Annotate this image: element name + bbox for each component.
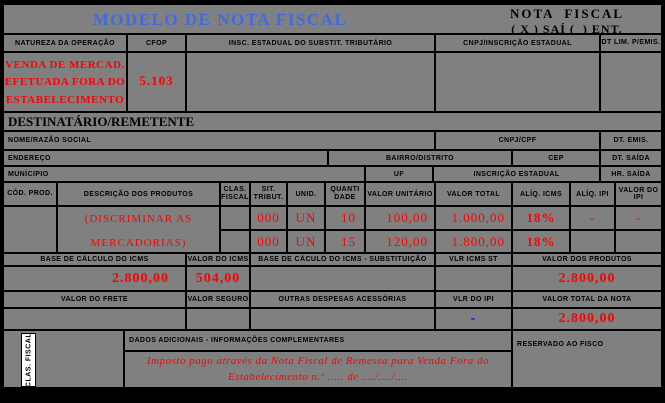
row2-valor-total: 1.800,00 xyxy=(435,230,512,253)
outras-despesas-value xyxy=(250,308,435,330)
cnpj-cpf-field: CNPJ/CPF xyxy=(435,131,600,150)
page-title: MODELO DE NOTA FISCAL xyxy=(92,10,348,29)
inscricao-estadual-field: INSCRIÇÃO ESTADUAL xyxy=(433,166,600,182)
row2-sit-tribut: 000 xyxy=(250,230,287,253)
reservado-fisco-label: RESERVADO AO FISCO xyxy=(517,341,604,348)
vlr-icms-st-value xyxy=(435,266,512,291)
natureza-line-1: VENDA DE MERCAD. xyxy=(5,58,125,71)
dt-emis-field: DT. EMIS. xyxy=(600,131,662,150)
destinatario-section-title: DESTINATÁRIO/REMETENTE xyxy=(3,112,662,131)
row2-valor-ipi xyxy=(615,230,662,253)
valor-total-nota-value: 2.800,00 xyxy=(512,308,662,330)
dt-saida-field: DT. SAÍDA xyxy=(600,150,662,166)
row1-clas-fiscal xyxy=(220,206,250,230)
col-header-cod-prod: CÓD. PROD. xyxy=(3,182,57,206)
observacao-line-2: Estabelecimento n.º ..... de ..../..../.… xyxy=(227,371,409,383)
row1-valor-unitario: 100,00 xyxy=(365,206,435,230)
row1-unid: UN xyxy=(287,206,325,230)
col-header-sit-tribut: SIT. TRIBUT. xyxy=(250,182,287,206)
valor-total-nota-header: VALOR TOTAL DA NOTA xyxy=(512,291,662,308)
col-header-valor-total: VALOR TOTAL xyxy=(435,182,512,206)
row1-aliq-icms: 18% xyxy=(512,206,570,230)
valor-frete-header: VALOR DO FRETE xyxy=(3,291,186,308)
natureza-operacao-value: VENDA DE MERCAD. EFETUADA FORA DO ESTABE… xyxy=(3,52,127,112)
valor-frete-value xyxy=(3,308,186,330)
col-header-quantidade: QUANTIDADE xyxy=(325,182,365,206)
valor-produtos-header: VALOR DOS PRODUTOS xyxy=(512,253,662,266)
valor-seguro-header: VALOR SEGURO xyxy=(186,291,250,308)
nome-razao-social-field: NOME/RAZÃO SOCIAL xyxy=(3,131,435,150)
vlr-ipi-header: VLR DO IPI xyxy=(435,291,512,308)
clas-fiscal-vertical-label: CLAS. FISCAL xyxy=(25,332,32,388)
reservado-fisco-box: RESERVADO AO FISCO xyxy=(512,330,662,388)
col-header-unid: UNID. xyxy=(287,182,325,206)
observacao-line-1: Imposto pago através da Nota Fiscal de R… xyxy=(147,355,489,367)
title-band: MODELO DE NOTA FISCAL NOTA FISCAL ( X ) … xyxy=(3,4,662,37)
natureza-line-3: ESTABELECIMENTO xyxy=(5,93,125,106)
natureza-operacao-header: NATUREZA DA OPERAÇÃO xyxy=(3,34,127,52)
col-header-aliq-icms: ALÍQ. ICMS xyxy=(512,182,570,206)
dt-lim-emis-header: DT LIM. P/EMIS. xyxy=(600,34,662,52)
row2-quantidade: 15 xyxy=(325,230,365,253)
clas-fiscal-box: CLAS. FISCAL xyxy=(3,330,124,388)
row1-valor-total: 1.000,00 xyxy=(435,206,512,230)
row1-quantidade: 10 xyxy=(325,206,365,230)
endereco-field: ENDEREÇO xyxy=(3,150,328,166)
row1-aliq-ipi: - xyxy=(570,206,615,230)
clas-fiscal-strip: CLAS. FISCAL xyxy=(21,333,36,387)
vlr-ipi-value: - xyxy=(435,308,512,330)
dados-adicionais-header: DADOS ADICIONAIS - INFORMAÇÕES COMPLEMEN… xyxy=(125,331,511,352)
col-header-valor-ipi: VALOR DO IPI xyxy=(615,182,662,206)
vlr-icms-st-header: VLR ICMS ST xyxy=(435,253,512,266)
sai-ent-checkbox-line: ( X ) SAÍ ( ) ENT. xyxy=(511,22,623,36)
cod-prod-cell xyxy=(3,206,57,253)
col-header-clas-fiscal: CLAS. FISCAL xyxy=(220,182,250,206)
valor-icms-header: VALOR DO ICMS xyxy=(186,253,250,266)
municipio-field: MUNÍCIPIO xyxy=(3,166,365,182)
descricao-line-1: (DISCRIMINAR AS xyxy=(84,213,193,225)
col-header-descricao: DESCRIÇÃO DOS PRODUTOS xyxy=(57,182,220,206)
base-icms-header: BASE DE CÁLCULO DO ICMS xyxy=(3,253,186,266)
outras-despesas-header: OUTRAS DESPESAS ACESSÓRIAS xyxy=(250,291,435,308)
descricao-produtos-cell: (DISCRIMINAR AS MERCADORIAS) xyxy=(57,206,220,253)
cnpj-inscricao-field xyxy=(435,52,600,112)
nota-fiscal-label: NOTA FISCAL xyxy=(509,6,625,21)
insc-substituto-header: INSC. ESTADUAL DO SUBSTIT. TRIBUTÁRIO xyxy=(186,34,435,52)
base-icms-value: 2.800,00 xyxy=(3,266,186,291)
insc-substituto-field xyxy=(186,52,435,112)
row2-clas-fiscal xyxy=(220,230,250,253)
cnpj-inscricao-header: CNPJ/INSCRIÇÃO ESTADUAL xyxy=(435,34,600,52)
natureza-line-2: EFETUADA FORA DO xyxy=(4,76,126,88)
row2-unid: UN xyxy=(287,230,325,253)
nota-fiscal-corner: NOTA FISCAL ( X ) SAÍ ( ) ENT. xyxy=(482,6,652,37)
col-header-valor-unitario: VALOR UNITÁRIO xyxy=(365,182,435,206)
descricao-line-2: MERCADORIAS) xyxy=(90,237,187,249)
hr-saida-field: HR. SAÍDA xyxy=(600,166,662,182)
uf-field: UF xyxy=(365,166,433,182)
row2-aliq-icms: 18% xyxy=(512,230,570,253)
valor-seguro-value xyxy=(186,308,250,330)
base-icms-st-value xyxy=(250,266,435,291)
cep-field: CEP xyxy=(512,150,600,166)
row1-valor-ipi: - xyxy=(615,206,662,230)
valor-produtos-value: 2.800,00 xyxy=(512,266,662,291)
dt-lim-emis-field xyxy=(600,52,662,112)
row2-valor-unitario: 120,00 xyxy=(365,230,435,253)
col-header-aliq-ipi: ALÍQ. IPI xyxy=(570,182,615,206)
row2-aliq-ipi xyxy=(570,230,615,253)
base-icms-st-header: BASE DE CÁCULO DO ICMS - SUBSTITUIÇÃO xyxy=(250,253,435,266)
dados-adicionais-box: DADOS ADICIONAIS - INFORMAÇÕES COMPLEMEN… xyxy=(124,330,512,388)
cfop-value: 5.103 xyxy=(127,52,186,112)
row1-sit-tribut: 000 xyxy=(250,206,287,230)
bairro-distrito-field: BAIRRO/DISTRITO xyxy=(328,150,512,166)
valor-icms-value: 504,00 xyxy=(186,266,250,291)
cfop-header: CFOP xyxy=(127,34,186,52)
